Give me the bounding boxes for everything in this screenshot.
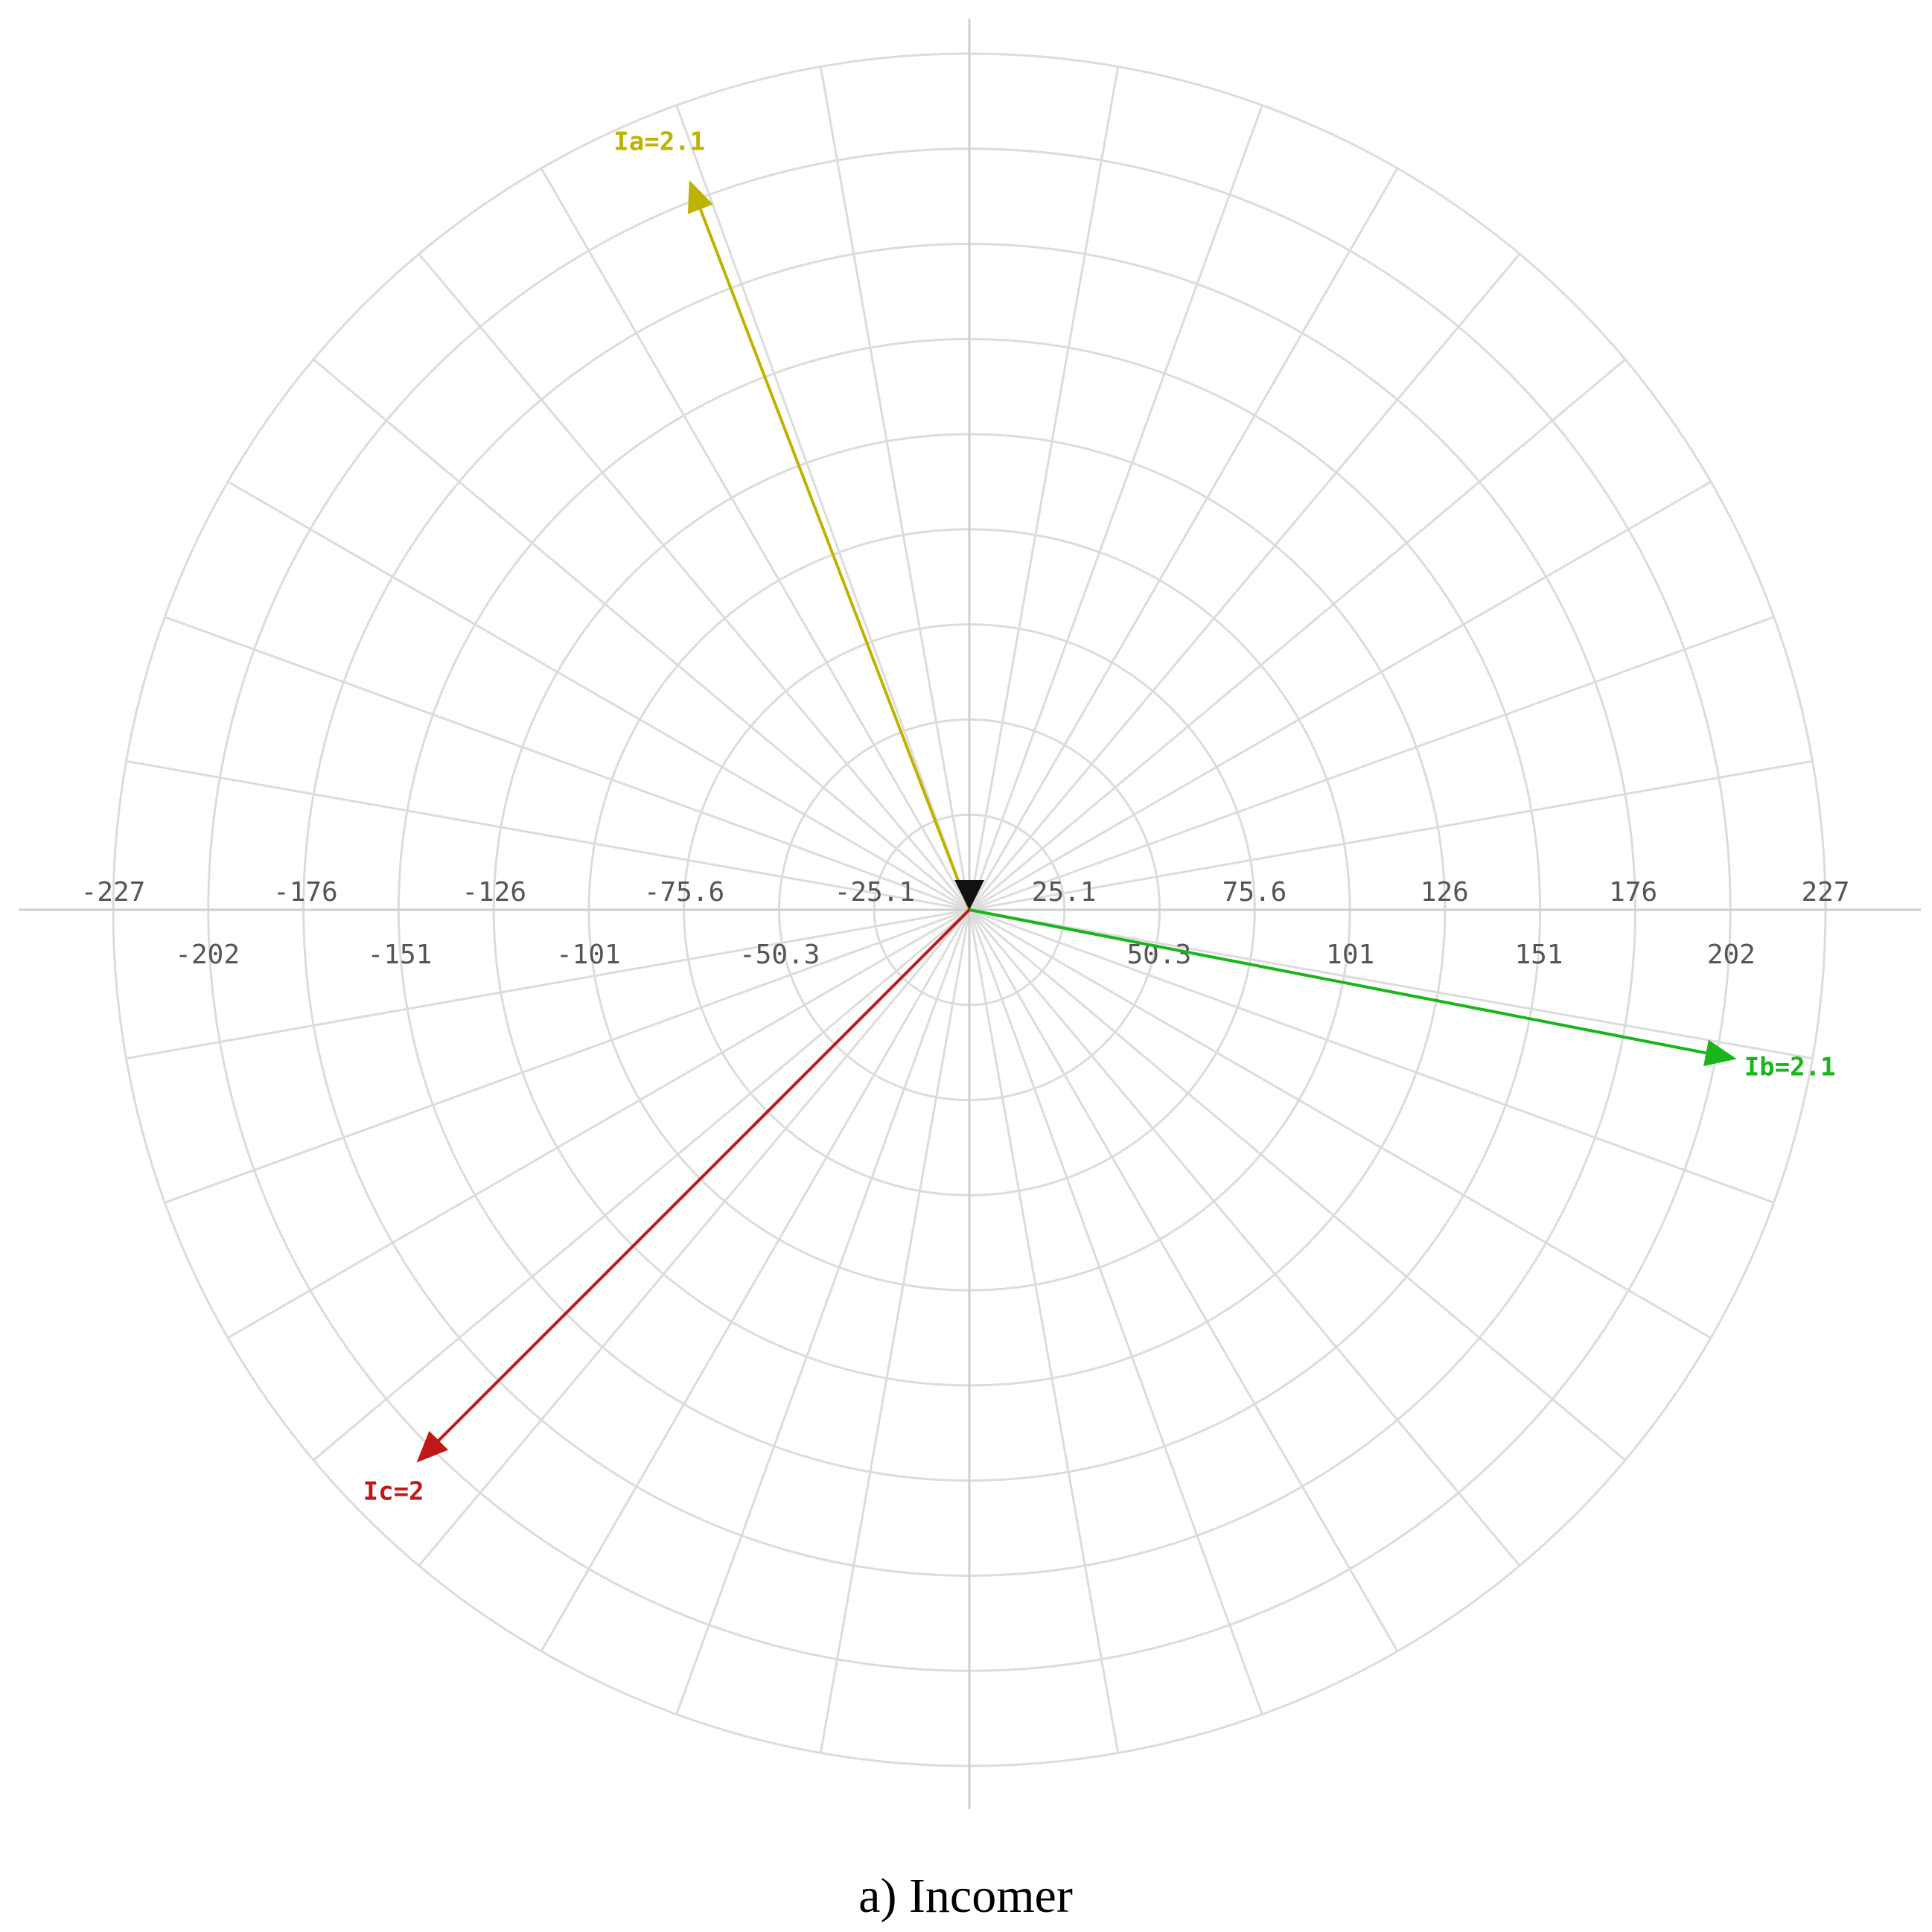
grid-spoke [418,253,971,911]
ring-tick-label: 126 [1421,877,1469,908]
grid-spoke [164,908,970,1204]
grid-spoke [313,908,970,1461]
phasor-arrowhead [687,179,713,214]
ring-tick-label: 101 [1326,940,1374,970]
grid-spoke [164,616,970,911]
grid-spoke [969,358,1626,911]
phasor-label: Ic=2 [363,1476,424,1506]
grid-spoke [968,909,1399,1652]
phasor-arrowhead [1703,1039,1737,1067]
grid-spoke [819,66,971,911]
grid-spoke [819,909,971,1753]
ring-tick-label: 75.6 [1222,877,1287,908]
grid-spoke [969,616,1775,911]
ring-tick-label: -101 [556,940,621,970]
ring-tick-label: -202 [175,940,240,970]
grid-spoke [969,759,1813,911]
grid-spoke [968,909,1521,1566]
ring-tick-label: 176 [1609,877,1657,908]
phasor-arrowhead [416,1431,448,1463]
ring-tick-label: -25.1 [835,877,915,908]
grid-spoke [126,759,970,911]
grid-spoke [968,168,1399,911]
grid-spoke [969,908,1775,1204]
grid-spoke [968,909,1120,1753]
ring-tick-label: -50.3 [739,940,820,970]
grid-spoke [540,909,971,1652]
phasor-line [431,908,971,1448]
grid-spoke [969,480,1712,911]
phasor-label: Ia=2.1 [613,127,705,157]
grid-spoke [968,104,1263,911]
ring-tick-label: -151 [368,940,433,970]
grid-spoke [968,66,1120,911]
ring-tick-label: -126 [462,877,526,908]
ring-tick-label: -176 [273,877,338,908]
grid-spoke [969,908,1813,1060]
ring-tick-label: 25.1 [1032,877,1097,908]
grid-spoke [227,480,970,911]
grid-spoke [227,908,970,1339]
grid-spoke [540,168,971,911]
ring-tick-label: -227 [81,877,146,908]
ring-tick-labels: -227 -176 -126 -75.6 -25.1 25.1 75.6 126 176 227 -… [81,877,1850,970]
phasor-vectors: Ia=2.1 Ib=2.1 Ic=2 [363,127,1836,1507]
ring-tick-label: 227 [1801,877,1849,908]
phasor-label: Ib=2.1 [1744,1052,1836,1082]
grid-spoke [675,909,971,1715]
ring-tick-label: -75.6 [644,877,724,908]
grid-spoke [968,253,1521,911]
ring-tick-label: 50.3 [1126,940,1191,970]
grid-spoke [969,908,1626,1461]
grid-spoke [675,104,971,911]
grid-spoke [126,908,970,1060]
ring-tick-label: 151 [1514,940,1563,970]
phasor-line [969,908,1715,1056]
grid-spoke [969,908,1712,1339]
phasor-ia: Ia=2.1 [613,127,971,911]
grid-spoke [418,909,971,1566]
origin-marker [954,880,984,910]
phasor-line [695,200,971,911]
chart-caption: a) Incomer [858,1869,1073,1923]
grid-spoke [313,358,970,911]
ring-tick-label: 202 [1707,940,1756,970]
phasor-ic: Ic=2 [363,908,971,1506]
grid-spoke [968,909,1263,1715]
phasor-ib: Ib=2.1 [969,908,1836,1082]
